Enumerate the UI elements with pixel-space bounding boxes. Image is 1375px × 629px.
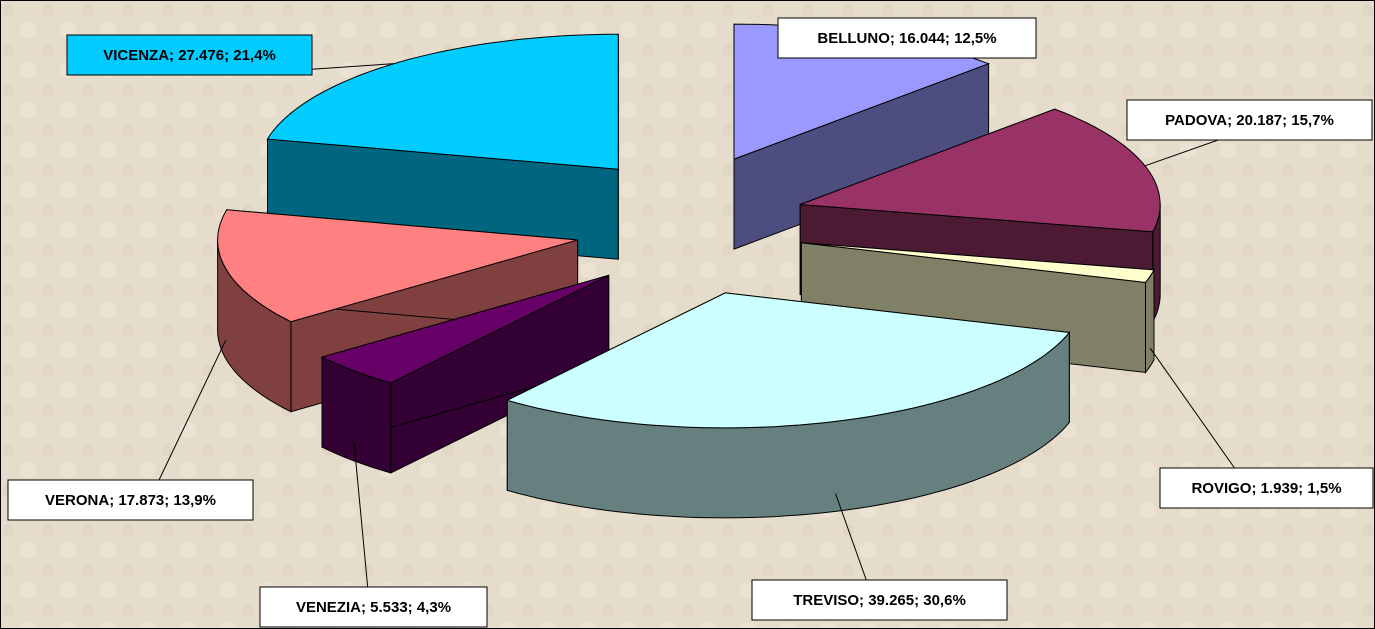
data-label: TREVISO; 39.265; 30,6% (793, 592, 966, 609)
data-label: VICENZA; 27.476; 21,4% (103, 47, 276, 64)
slice (320, 274, 610, 474)
slice-top (217, 209, 578, 323)
slice-top (266, 33, 619, 170)
slice-top (505, 292, 1071, 429)
data-label-box (1126, 99, 1373, 141)
data-label: ROVIGO; 1.939; 1,5% (1191, 480, 1341, 497)
slice-side (1145, 268, 1155, 374)
data-label-box (777, 17, 1037, 59)
slice-top (320, 274, 609, 384)
data-label-box (7, 479, 254, 521)
data-label: VERONA; 17.873; 13,9% (45, 492, 216, 509)
data-label: PADOVA; 20.187; 15,7% (1165, 112, 1334, 129)
data-label: BELLUNO; 16.044; 12,5% (817, 30, 996, 47)
slice-top (801, 242, 1155, 283)
slice (505, 292, 1071, 519)
data-label-box (751, 579, 1008, 621)
data-label-box (259, 586, 488, 628)
data-label: VENEZIA; 5.533; 4,3% (296, 599, 451, 616)
data-label-box (66, 34, 313, 76)
data-label-box (1159, 467, 1374, 509)
slice-top (800, 108, 1161, 233)
